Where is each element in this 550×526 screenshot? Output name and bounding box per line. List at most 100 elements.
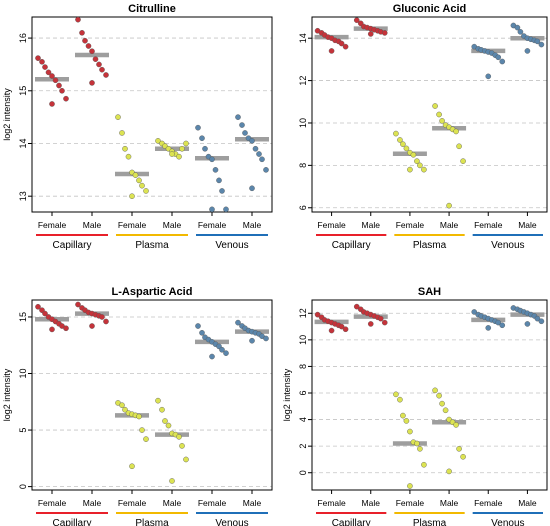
data-point (342, 43, 349, 50)
plot-frame (31, 16, 273, 213)
data-point (259, 156, 265, 163)
group-label: Female (198, 220, 227, 230)
y-tick-label: 10 (298, 118, 308, 128)
data-point (169, 478, 175, 484)
data-point (534, 38, 541, 45)
y-tick-label: 2 (298, 444, 308, 449)
data-point (495, 54, 502, 61)
y-tick-label: 16 (18, 33, 28, 43)
data-point (471, 309, 478, 315)
data-point (235, 319, 241, 326)
data-point (212, 167, 219, 173)
chart-title: SAH (418, 286, 441, 298)
data-point (136, 177, 142, 184)
data-point (414, 440, 420, 447)
group-label: Female (38, 220, 67, 230)
data-point (122, 406, 128, 413)
plot-frame (31, 299, 273, 491)
category-label: Capillary (332, 518, 371, 526)
y-tick-label: 12 (298, 308, 308, 318)
group-label: Female (396, 220, 425, 230)
data-point (209, 206, 215, 213)
data-point (143, 436, 149, 442)
data-point (514, 24, 521, 31)
y-tick-label: 10 (18, 369, 28, 379)
data-point (235, 114, 241, 120)
y-tick-label: 8 (298, 364, 308, 369)
data-point (456, 143, 462, 150)
data-point (103, 72, 109, 78)
group-label: Male (83, 220, 102, 230)
data-point (417, 446, 423, 452)
data-point (89, 323, 95, 329)
data-point (139, 427, 145, 433)
data-point (393, 130, 399, 137)
y-tick-label: 0 (298, 470, 308, 475)
data-point (59, 87, 65, 94)
category-label: Venous (215, 240, 248, 251)
data-point (179, 443, 185, 449)
chart-panel: SAH 0 2 4 6 8 10 12 log2 intensity Female Male Fema… (282, 286, 548, 526)
y-axis-label: log2 intensity (2, 88, 12, 141)
data-point (242, 130, 248, 136)
group-label: Female (317, 220, 346, 230)
data-point (89, 48, 95, 55)
data-point (49, 73, 55, 79)
data-point (381, 30, 388, 36)
data-point (485, 325, 492, 331)
data-point (92, 56, 99, 62)
data-point (249, 185, 255, 192)
data-point (89, 80, 95, 86)
category-label: Plasma (413, 240, 447, 251)
data-point (263, 167, 269, 173)
category-label: Capillary (332, 240, 371, 251)
data-point (436, 111, 442, 118)
category-label: Plasma (413, 518, 447, 526)
data-point (209, 353, 215, 360)
data-point (143, 188, 149, 194)
data-point (183, 140, 189, 147)
data-point (263, 335, 269, 342)
data-point (453, 128, 459, 135)
data-point (85, 43, 92, 49)
data-point (442, 407, 449, 414)
data-point (439, 400, 445, 407)
data-point (195, 323, 201, 329)
data-point (223, 350, 229, 356)
data-point (314, 311, 321, 318)
data-point (400, 141, 406, 147)
data-point (252, 145, 259, 152)
group-label: Male (243, 220, 262, 230)
data-point (460, 453, 466, 460)
data-point (249, 138, 255, 144)
data-point (176, 153, 182, 160)
data-point (239, 122, 245, 128)
data-point (125, 153, 132, 160)
data-point (49, 326, 55, 333)
data-point (39, 58, 45, 65)
data-point (328, 48, 335, 54)
data-point (99, 66, 105, 73)
y-tick-label: 6 (298, 205, 308, 210)
data-point (446, 202, 452, 209)
data-point (129, 193, 135, 199)
data-point (534, 315, 541, 322)
data-point (353, 17, 360, 23)
data-point (45, 69, 52, 76)
data-point (63, 325, 69, 332)
data-point (524, 48, 531, 54)
data-point (199, 329, 205, 336)
data-point (338, 40, 345, 47)
y-axis-label: log2 intensity (282, 368, 292, 421)
data-point (216, 177, 222, 184)
data-point (460, 158, 466, 164)
data-point (79, 30, 85, 36)
data-point (407, 166, 413, 173)
y-tick-label: 15 (18, 86, 28, 96)
group-label: Male (163, 498, 182, 508)
data-point (456, 446, 462, 452)
plot-frame (311, 16, 548, 213)
y-axis-label: log2 intensity (2, 368, 12, 421)
data-point (403, 145, 410, 152)
data-point (400, 412, 406, 419)
